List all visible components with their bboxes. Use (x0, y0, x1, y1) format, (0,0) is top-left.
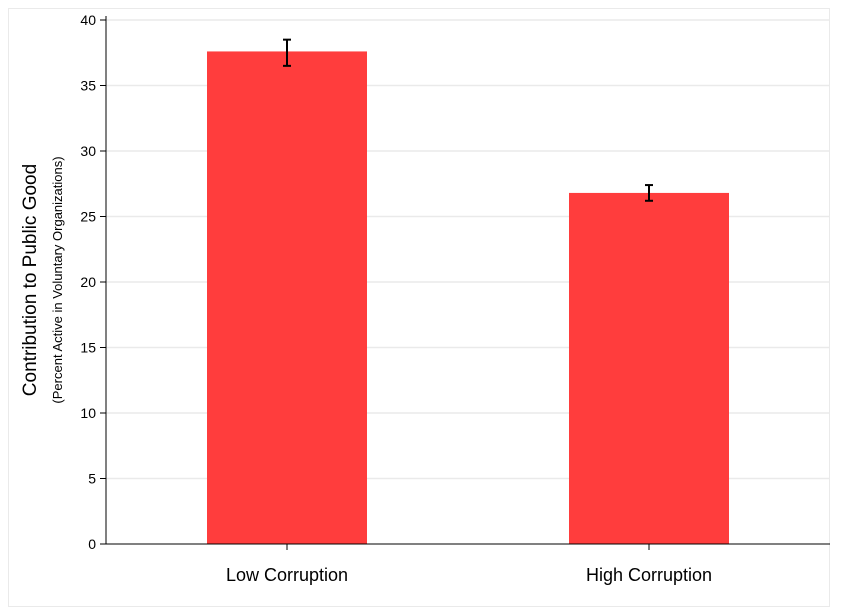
bar (569, 192, 729, 545)
x-category-label: High Corruption (586, 565, 712, 585)
y-tick-labels: 0 5 10 15 20 25 30 35 40 (80, 12, 96, 552)
y-tick-label: 25 (80, 209, 96, 225)
axes (100, 16, 830, 550)
bars (207, 51, 729, 545)
x-category-label: Low Corruption (226, 565, 348, 585)
error-bars (283, 38, 653, 202)
y-tick-label: 30 (80, 143, 96, 159)
x-category-labels: Low Corruption High Corruption (226, 565, 712, 585)
y-tick-label: 20 (80, 274, 96, 290)
y-tick-label: 15 (80, 340, 96, 356)
y-axis-title: Contribution to Public Good (20, 164, 41, 396)
y-tick-label: 35 (80, 78, 96, 94)
y-axis-subtitle: (Percent Active in Voluntary Organizatio… (50, 156, 65, 403)
y-tick-label: 40 (80, 12, 96, 28)
bar (207, 51, 367, 544)
y-tick-label: 10 (80, 405, 96, 421)
y-axis-subtitle-group: (Percent Active in Voluntary Organizatio… (50, 156, 65, 403)
y-tick-label: 0 (88, 536, 96, 552)
y-axis-title-group: Contribution to Public Good (20, 164, 41, 396)
y-tick-label: 5 (88, 471, 96, 487)
